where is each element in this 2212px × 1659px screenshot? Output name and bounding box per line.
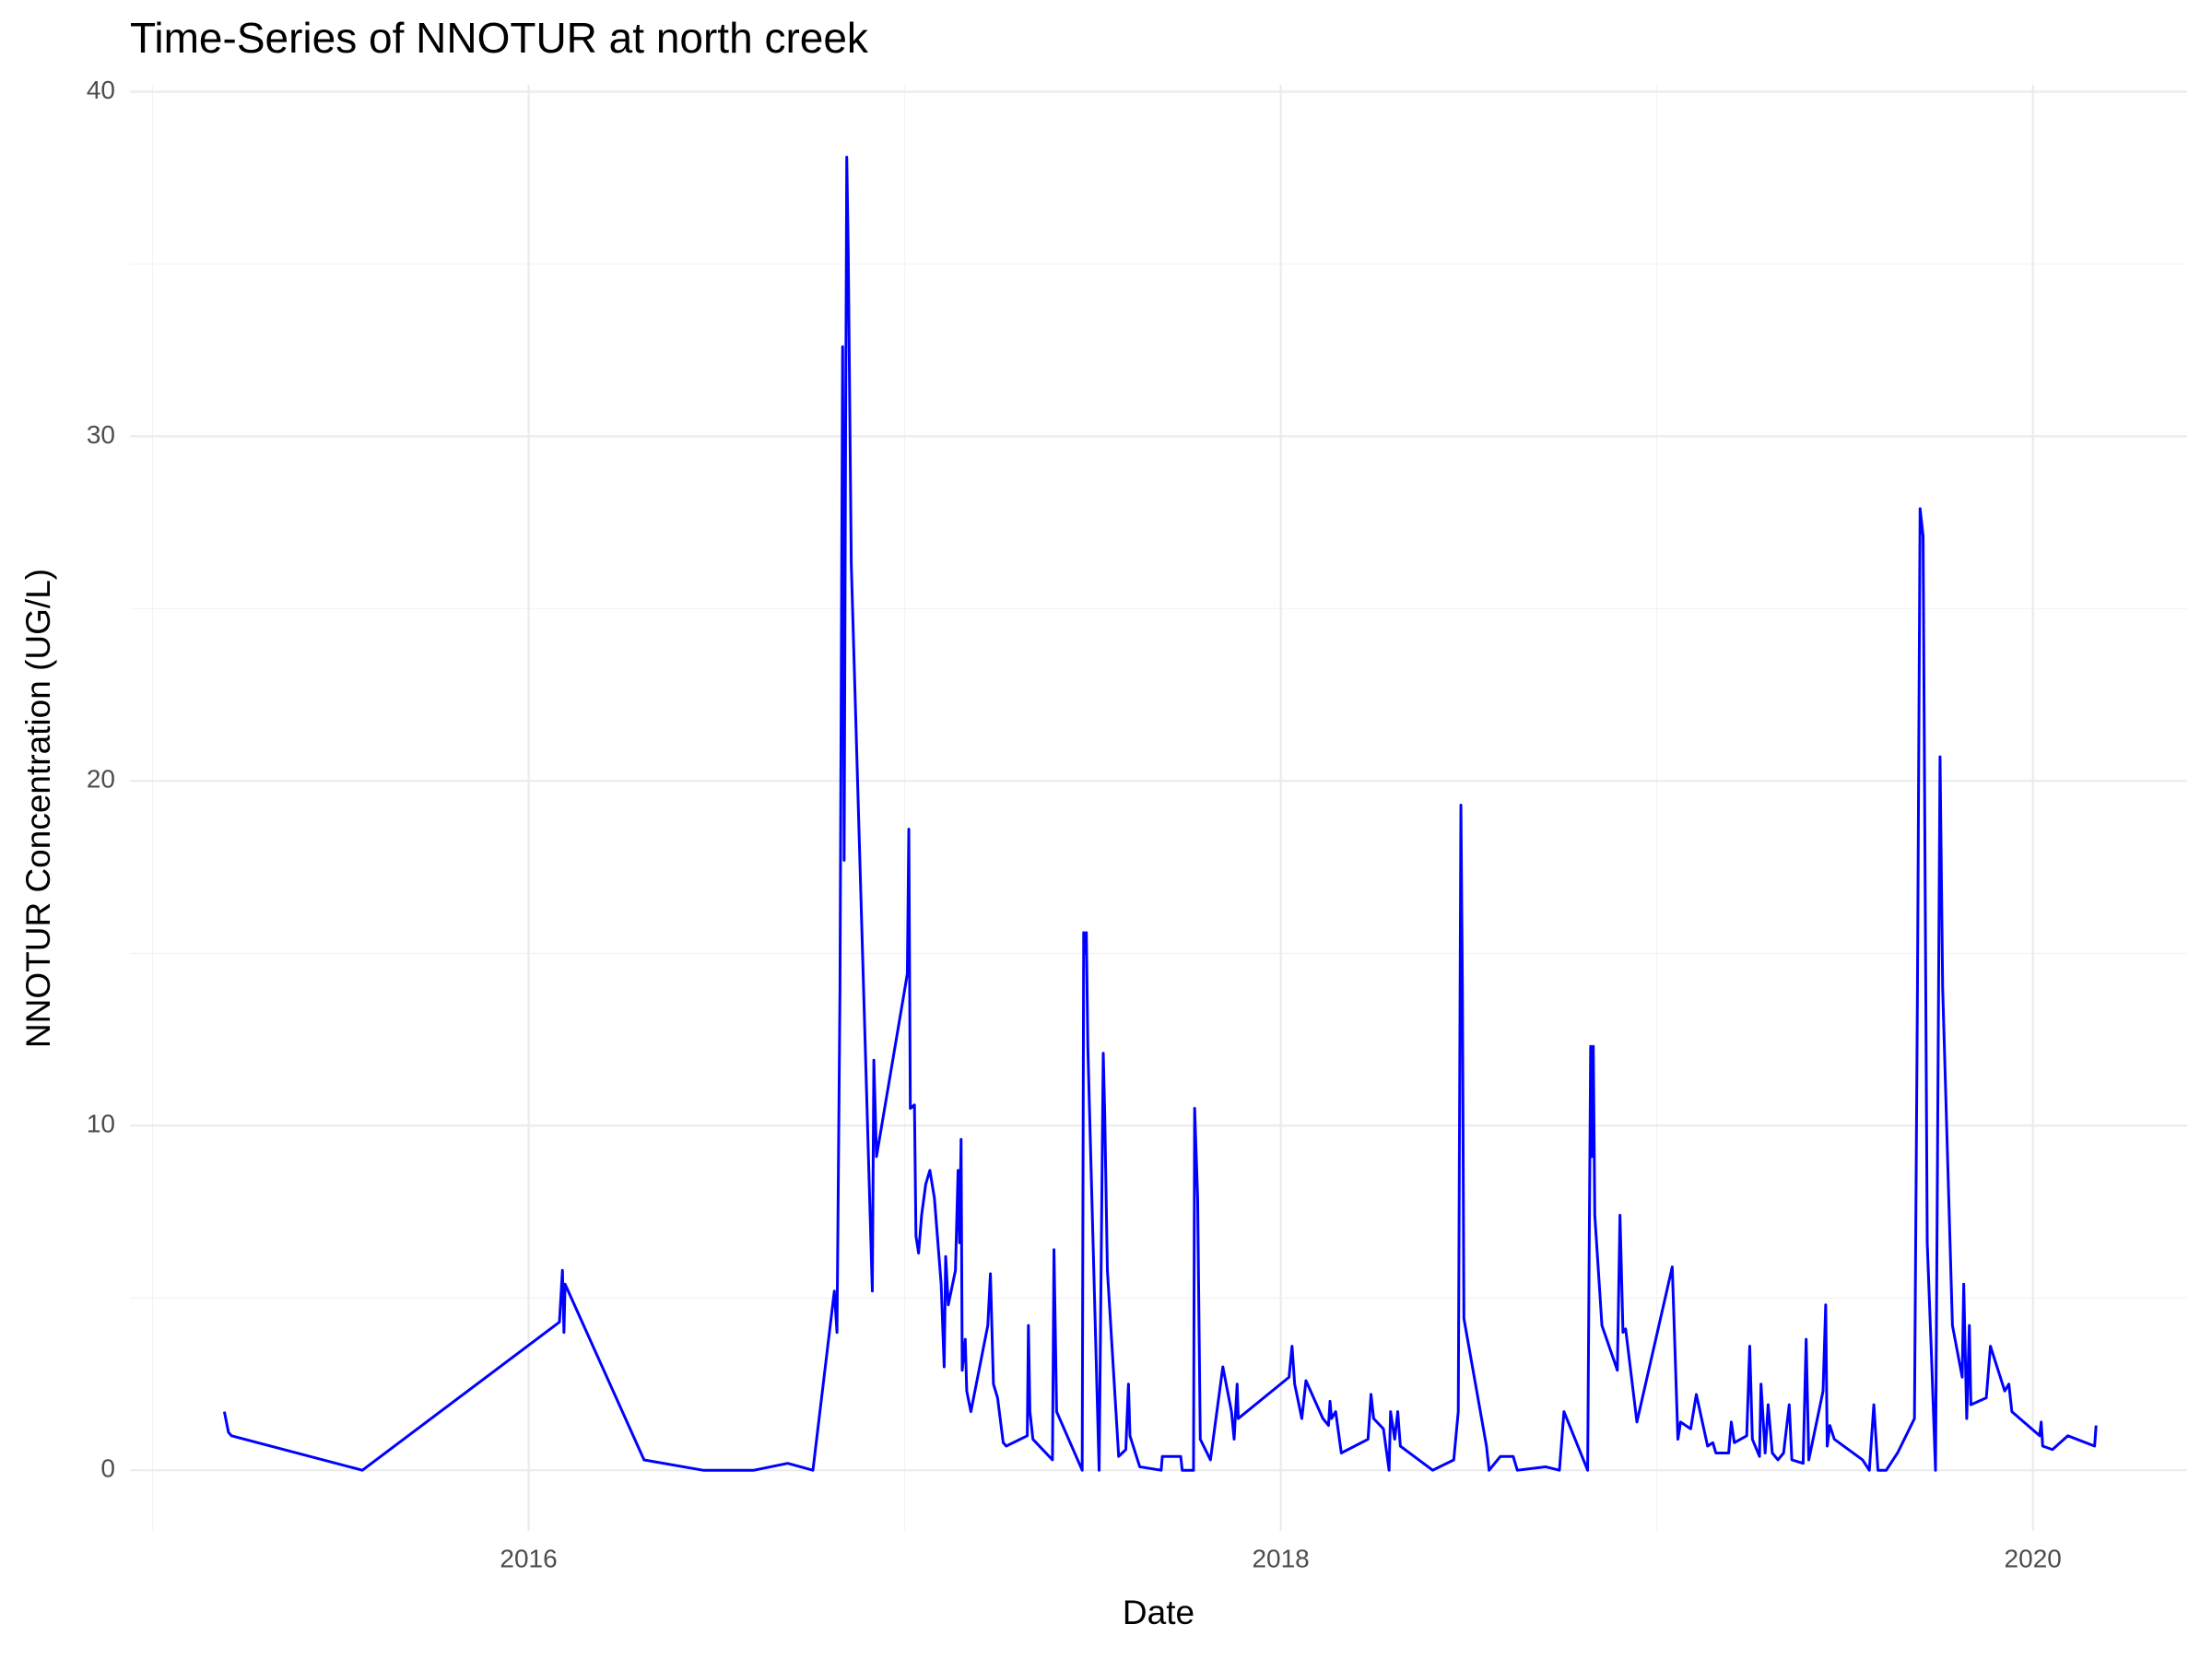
x-axis-title: Date [1123,1594,1194,1631]
y-tick-label: 40 [87,76,115,104]
y-tick-label: 20 [87,765,115,794]
y-axis-title: NNOTUR Concentration (UG/L) [19,569,57,1048]
x-tick-label: 2020 [2005,1544,2062,1572]
x-tick-label: 2016 [500,1544,557,1572]
data-line [222,156,2098,1472]
y-tick-label: 30 [87,420,115,449]
y-tick-label: 10 [87,1110,115,1138]
y-tick-label: 0 [100,1454,115,1483]
x-tick-label: 2018 [1252,1544,1309,1572]
chart-title: Time-Series of NNOTUR at north creek [130,14,869,62]
